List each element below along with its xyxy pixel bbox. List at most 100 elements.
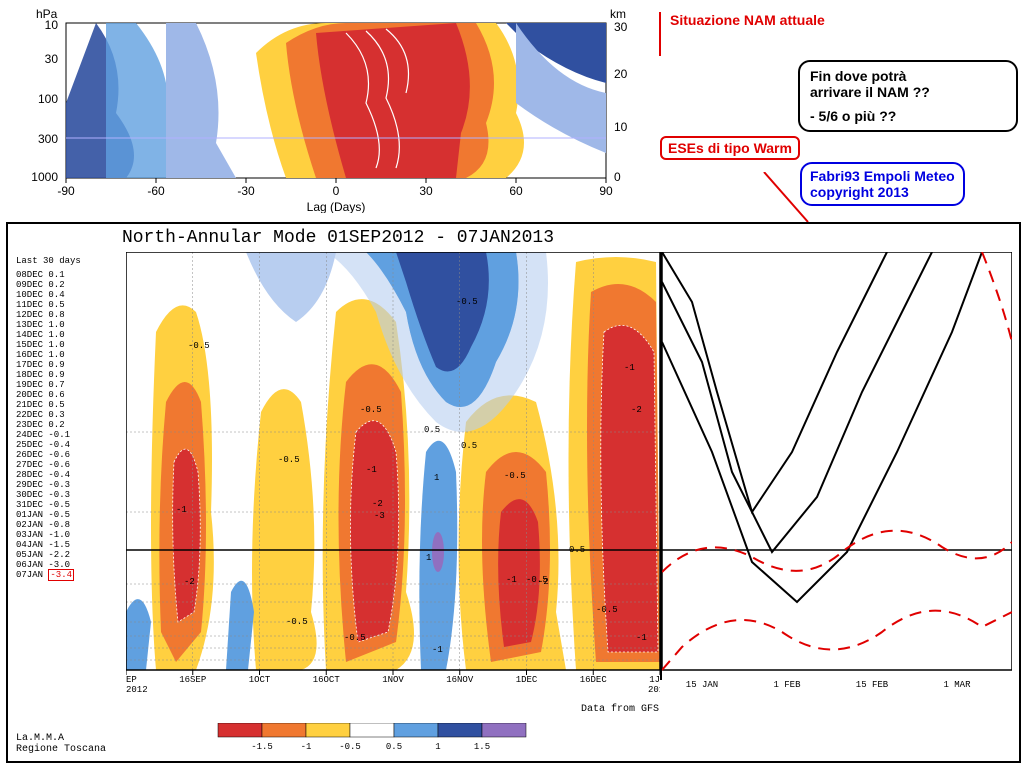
list-item: 28DEC -0.4 bbox=[16, 470, 81, 480]
footer-left: La.M.M.A Regione Toscana bbox=[16, 733, 106, 755]
svg-text:0: 0 bbox=[333, 184, 340, 198]
svg-text:15 JAN: 15 JAN bbox=[686, 680, 718, 690]
list-item: 13DEC 1.0 bbox=[16, 320, 81, 330]
x-axis-label: Lag (Days) bbox=[307, 200, 366, 213]
svg-text:30: 30 bbox=[45, 52, 59, 66]
list-item: 04JAN -1.5 bbox=[16, 540, 81, 550]
svg-text:-1: -1 bbox=[506, 575, 517, 585]
list-header: Last 30 days bbox=[16, 256, 81, 266]
svg-text:10: 10 bbox=[45, 18, 59, 32]
svg-text:-0.5: -0.5 bbox=[360, 405, 382, 415]
svg-text:0.5: 0.5 bbox=[569, 545, 585, 555]
list-item: 09DEC 0.2 bbox=[16, 280, 81, 290]
svg-text:1 MAR: 1 MAR bbox=[943, 680, 971, 690]
svg-text:-1: -1 bbox=[624, 363, 635, 373]
right-axis-label: km bbox=[610, 7, 626, 21]
svg-text:-60: -60 bbox=[147, 184, 165, 198]
question-box: Fin dove potrà arrivare il NAM ?? - 5/6 … bbox=[798, 60, 1018, 132]
list-item: 15DEC 1.0 bbox=[16, 340, 81, 350]
svg-text:16OCT: 16OCT bbox=[313, 675, 341, 685]
svg-text:-90: -90 bbox=[57, 184, 75, 198]
main-panel: North-Annular Mode 01SEP2012 - 07JAN2013… bbox=[6, 222, 1021, 763]
svg-text:1DEC: 1DEC bbox=[516, 675, 538, 685]
list-item: 07JAN -3.4 bbox=[16, 570, 81, 580]
nam-situation-label: Situazione NAM attuale bbox=[670, 12, 825, 28]
svg-text:-0.5: -0.5 bbox=[278, 455, 300, 465]
copyright-box: Fabri93 Empoli Meteo copyright 2013 bbox=[800, 162, 965, 206]
svg-text:-2: -2 bbox=[631, 405, 642, 415]
svg-text:1.5: 1.5 bbox=[474, 742, 490, 752]
forecast-panel: 15 JAN1 FEB15 FEB1 MAR bbox=[660, 252, 1012, 680]
list-item: 08DEC 0.1 bbox=[16, 270, 81, 280]
list-item: 22DEC 0.3 bbox=[16, 410, 81, 420]
svg-text:-3: -3 bbox=[374, 511, 385, 521]
svg-text:-2: -2 bbox=[538, 577, 549, 587]
list-item: 16DEC 1.0 bbox=[16, 350, 81, 360]
svg-text:1NOV: 1NOV bbox=[382, 675, 404, 685]
svg-text:0.5: 0.5 bbox=[424, 425, 440, 435]
svg-text:1: 1 bbox=[434, 473, 439, 483]
svg-text:-1: -1 bbox=[301, 742, 312, 752]
svg-text:1JAN: 1JAN bbox=[649, 675, 660, 685]
svg-text:-0.5: -0.5 bbox=[456, 297, 478, 307]
list-item: 14DEC 1.0 bbox=[16, 330, 81, 340]
list-item: 23DEC 0.2 bbox=[16, 420, 81, 430]
svg-text:-0.5: -0.5 bbox=[286, 617, 308, 627]
svg-text:1SEP: 1SEP bbox=[126, 675, 137, 685]
svg-text:1 FEB: 1 FEB bbox=[773, 680, 801, 690]
svg-text:0.5: 0.5 bbox=[461, 441, 477, 451]
svg-text:-2: -2 bbox=[372, 499, 383, 509]
svg-text:-0.5: -0.5 bbox=[344, 633, 366, 643]
svg-text:-2: -2 bbox=[184, 577, 195, 587]
list-item: 30DEC -0.3 bbox=[16, 490, 81, 500]
svg-text:30: 30 bbox=[614, 20, 628, 34]
eses-label: ESEs di tipo Warm bbox=[660, 136, 800, 160]
main-title: North-Annular Mode 01SEP2012 - 07JAN2013 bbox=[8, 228, 668, 248]
svg-text:-30: -30 bbox=[237, 184, 255, 198]
svg-text:2013: 2013 bbox=[648, 685, 660, 695]
svg-text:-1: -1 bbox=[432, 645, 443, 655]
svg-text:-0.5: -0.5 bbox=[596, 605, 618, 615]
svg-text:1000: 1000 bbox=[31, 170, 58, 184]
svg-text:16SEP: 16SEP bbox=[179, 675, 206, 685]
list-item: 10DEC 0.4 bbox=[16, 290, 81, 300]
svg-text:1OCT: 1OCT bbox=[249, 675, 271, 685]
list-item: 21DEC 0.5 bbox=[16, 400, 81, 410]
list-item: 02JAN -0.8 bbox=[16, 520, 81, 530]
svg-text:60: 60 bbox=[509, 184, 523, 198]
list-item: 12DEC 0.8 bbox=[16, 310, 81, 320]
svg-text:16DEC: 16DEC bbox=[580, 675, 608, 685]
list-item: 03JAN -1.0 bbox=[16, 530, 81, 540]
footer-right: Data from GFS bbox=[581, 704, 659, 715]
svg-text:16NOV: 16NOV bbox=[446, 675, 474, 685]
svg-text:30: 30 bbox=[419, 184, 433, 198]
svg-text:10: 10 bbox=[614, 120, 628, 134]
svg-text:15 FEB: 15 FEB bbox=[856, 680, 889, 690]
svg-text:0.5: 0.5 bbox=[386, 742, 402, 752]
list-item: 29DEC -0.3 bbox=[16, 480, 81, 490]
list-item: 20DEC 0.6 bbox=[16, 390, 81, 400]
color-legend: -1.5 -1 -0.5 0.5 1 1.5 bbox=[208, 723, 548, 755]
list-item: 26DEC -0.6 bbox=[16, 450, 81, 460]
list-item: 19DEC 0.7 bbox=[16, 380, 81, 390]
list-item: 27DEC -0.6 bbox=[16, 460, 81, 470]
list-item: 05JAN -2.2 bbox=[16, 550, 81, 560]
svg-text:-0.5: -0.5 bbox=[504, 471, 526, 481]
svg-text:-0.5: -0.5 bbox=[339, 742, 361, 752]
svg-text:-1: -1 bbox=[366, 465, 377, 475]
svg-text:300: 300 bbox=[38, 132, 58, 146]
svg-text:1: 1 bbox=[435, 742, 440, 752]
list-item: 17DEC 0.9 bbox=[16, 360, 81, 370]
list-item: 11DEC 0.5 bbox=[16, 300, 81, 310]
list-item: 18DEC 0.9 bbox=[16, 370, 81, 380]
lag-height-chart: hPa km 10 30 100 300 1000 30 20 10 0 bbox=[6, 3, 646, 213]
svg-text:90: 90 bbox=[599, 184, 613, 198]
list-item: 31DEC -0.5 bbox=[16, 500, 81, 510]
svg-text:-1: -1 bbox=[176, 505, 187, 515]
svg-text:-1.5: -1.5 bbox=[251, 742, 273, 752]
list-item: 24DEC -0.1 bbox=[16, 430, 81, 440]
lag-height-svg: hPa km 10 30 100 300 1000 30 20 10 0 bbox=[6, 3, 646, 213]
svg-text:-0.5: -0.5 bbox=[188, 341, 210, 351]
svg-text:100: 100 bbox=[38, 92, 58, 106]
svg-text:20: 20 bbox=[614, 67, 628, 81]
